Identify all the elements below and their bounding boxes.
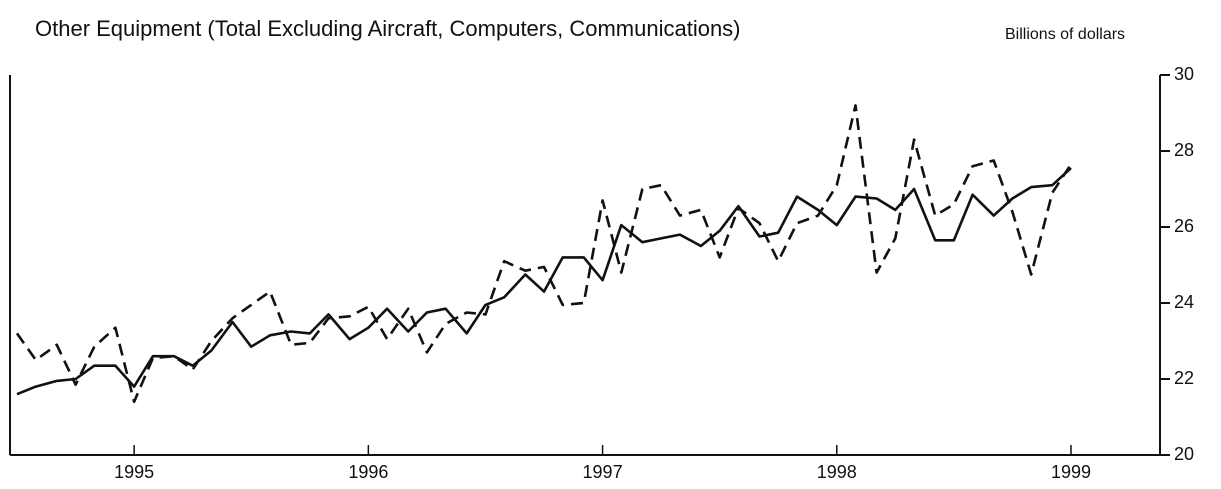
- y-tick-label: 24: [1174, 292, 1194, 312]
- y-tick-label: 30: [1174, 64, 1194, 84]
- y-tick-label: 28: [1174, 140, 1194, 160]
- x-tick-label: 1998: [817, 462, 857, 482]
- y-tick-label: 22: [1174, 368, 1194, 388]
- y-tick-label: 26: [1174, 216, 1194, 236]
- solid-line: [16, 167, 1072, 396]
- y-axis-label: Billions of dollars: [1005, 26, 1125, 43]
- dashed-line: [15, 104, 1073, 404]
- x-tick-label: 1995: [114, 462, 154, 482]
- x-tick-label: 1997: [583, 462, 623, 482]
- chart-title: Other Equipment (Total Excluding Aircraf…: [35, 16, 741, 41]
- y-tick-label: 20: [1174, 444, 1194, 464]
- x-tick-label: 1999: [1051, 462, 1091, 482]
- x-tick-label: 1996: [348, 462, 388, 482]
